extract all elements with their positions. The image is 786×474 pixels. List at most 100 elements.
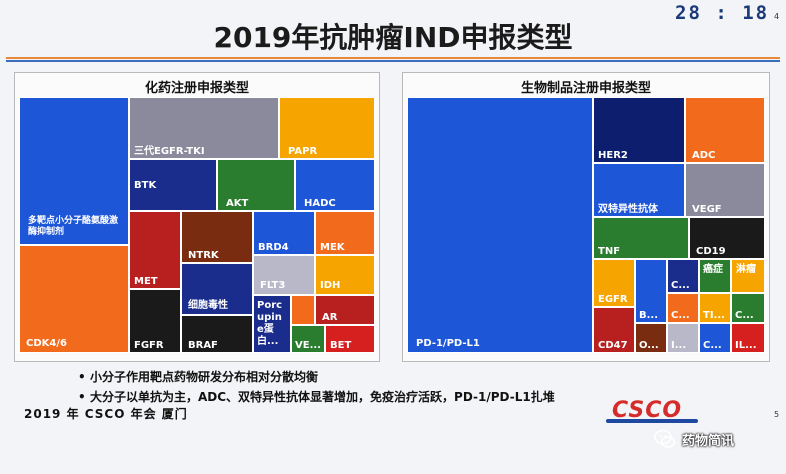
treemap-tile-b: B... bbox=[635, 259, 667, 323]
tile-label: IDH bbox=[320, 280, 341, 291]
csco-logo: CSCO bbox=[612, 398, 683, 423]
tile-label: BTK bbox=[134, 180, 157, 191]
tile-label: VE... bbox=[295, 340, 321, 351]
tile-label: IL... bbox=[735, 340, 757, 351]
tile-label: FGFR bbox=[134, 340, 164, 351]
treemap-tile-il: IL... bbox=[731, 323, 765, 353]
tile-label: 淋瘤 bbox=[736, 264, 756, 275]
treemap-tile-cd47: CD47 bbox=[593, 307, 635, 353]
tile-label: BRD4 bbox=[258, 242, 289, 253]
tile-label: ADC bbox=[692, 150, 716, 161]
bullet-dot-icon: • bbox=[78, 370, 86, 384]
treemap-tile-egfr: EGFR bbox=[593, 259, 635, 307]
tile-label: O... bbox=[639, 340, 659, 351]
treemap-tile-mek: MEK bbox=[315, 211, 375, 255]
tile-label: C... bbox=[735, 310, 754, 321]
tile-label: CD19 bbox=[696, 246, 726, 257]
treemap-tile-egfr-tki: 三代EGFR-TKI bbox=[129, 97, 279, 159]
treemap-tile-vegf: VEGF bbox=[685, 163, 765, 217]
page-corner-number-top: 4 bbox=[774, 12, 780, 21]
bullet-text: 大分子以单抗为主，ADC、双特异性抗体显著增加，免疫治疗活跃，PD-1/PD-L… bbox=[90, 390, 555, 404]
bullet-2: • 大分子以单抗为主，ADC、双特异性抗体显著增加，免疫治疗活跃，PD-1/PD-… bbox=[78, 388, 555, 405]
treemap-tile-porcupine: Porc upin e蛋白... bbox=[253, 295, 291, 353]
treemap-tile-vegf: VE... bbox=[291, 325, 325, 353]
treemap-tile-pd1-pdl1: PD-1/PD-L1 bbox=[407, 97, 593, 353]
tile-label: VEGF bbox=[692, 204, 722, 215]
tile-label: BRAF bbox=[188, 340, 218, 351]
page-corner-number-bottom: 5 bbox=[774, 410, 780, 419]
tile-label: CDK4/6 bbox=[26, 338, 67, 349]
tile-label: 多靶点小分子酪氨酸激酶抑制剂 bbox=[28, 216, 119, 237]
tile-label: TI... bbox=[703, 310, 725, 321]
tile-label: CD47 bbox=[598, 340, 628, 351]
tile-label: TNF bbox=[598, 246, 621, 257]
treemap-tile-ar: AR bbox=[315, 295, 375, 325]
treemap-tile-c4: C... bbox=[699, 323, 731, 353]
tile-label: Porc upin e蛋白... bbox=[257, 300, 283, 347]
treemap-tile-ti: TI... bbox=[699, 293, 731, 323]
tile-label: 三代EGFR-TKI bbox=[134, 146, 205, 157]
title-divider-blue bbox=[6, 60, 780, 62]
treemap-tile-cytotoxic: 细胞毒性 bbox=[181, 263, 253, 315]
tile-label: AR bbox=[322, 312, 338, 323]
csco-logo-swoosh bbox=[606, 419, 698, 423]
page-title: 2019年抗肿瘤IND申报类型 bbox=[213, 21, 573, 54]
treemap-tile-multi-target-tki: 多靶点小分子酪氨酸激酶抑制剂 bbox=[19, 97, 129, 245]
tile-label: NTRK bbox=[188, 250, 219, 261]
footer-text: 2019 年 CSCO 年会 厦门 bbox=[24, 407, 188, 421]
tile-label: I... bbox=[671, 340, 687, 351]
treemap-tile-spacer bbox=[291, 295, 315, 325]
tile-label: PD-1/PD-L1 bbox=[416, 338, 480, 349]
tile-label: AKT bbox=[226, 198, 249, 209]
tile-label: MET bbox=[134, 276, 158, 287]
tile-label: 双特异性抗体 bbox=[598, 204, 658, 215]
tile-label: C... bbox=[671, 310, 690, 321]
right-panel-title: 生物制品注册申报类型 bbox=[520, 81, 651, 96]
tile-label: EGFR bbox=[598, 294, 628, 305]
tile-label: BET bbox=[330, 340, 352, 351]
treemap-tile-met: MET bbox=[129, 211, 181, 289]
tile-label: B... bbox=[639, 310, 659, 321]
treemap-tile-cd19: CD19 bbox=[689, 217, 765, 259]
treemap-tile-lymphoma: 淋瘤 bbox=[731, 259, 765, 293]
treemap-tile-fgfr: FGFR bbox=[129, 289, 181, 353]
treemap-tile-flt3: FLT3 bbox=[253, 255, 315, 295]
treemap-tile-i: I... bbox=[667, 323, 699, 353]
bullet-dot-icon: • bbox=[78, 390, 86, 404]
treemap-tile-adc: ADC bbox=[685, 97, 765, 163]
right-treemap-panel: 生物制品注册申报类型 PD-1/PD-L1 HER2 ADC 双特异性抗体 VE… bbox=[402, 72, 770, 362]
tile-label: 癌症 bbox=[703, 264, 723, 275]
left-panel-title: 化药注册申报类型 bbox=[144, 81, 249, 96]
treemap-tile-c3: C... bbox=[731, 293, 765, 323]
treemap-tile-c1: C... bbox=[667, 259, 699, 293]
treemap-tile-akt: AKT bbox=[217, 159, 295, 211]
tile-label: C... bbox=[671, 280, 690, 291]
treemap-tile-cancer: 癌症 bbox=[699, 259, 731, 293]
treemap-tile-btk: BTK bbox=[129, 159, 217, 211]
treemap-tile-tnf: TNF bbox=[593, 217, 689, 259]
title-divider-orange bbox=[6, 57, 780, 59]
wechat-icon bbox=[654, 429, 676, 448]
treemap-tile-o: O... bbox=[635, 323, 667, 353]
left-treemap-panel: 化药注册申报类型 多靶点小分子酪氨酸激酶抑制剂 CDK4/6 三代EGFR-TK… bbox=[14, 72, 380, 362]
tile-label: PAPR bbox=[288, 146, 318, 157]
tile-label: FLT3 bbox=[260, 280, 286, 291]
tile-label: C... bbox=[703, 340, 722, 351]
tile-label: MEK bbox=[320, 242, 345, 253]
timer: 28 : 18 bbox=[675, 2, 770, 24]
treemap-tile-c2: C... bbox=[667, 293, 699, 323]
treemap-tile-ntrk: NTRK bbox=[181, 211, 253, 263]
bullet-1: • 小分子作用靶点药物研发分布相对分散均衡 bbox=[78, 368, 318, 385]
treemap-tile-brd4: BRD4 bbox=[253, 211, 315, 255]
tile-label: 细胞毒性 bbox=[188, 300, 228, 311]
bullet-text: 小分子作用靶点药物研发分布相对分散均衡 bbox=[90, 370, 319, 384]
treemap-tile-cdk46: CDK4/6 bbox=[19, 245, 129, 353]
treemap-tile-hadc: HADC bbox=[295, 159, 375, 211]
treemap-tile-braf: BRAF bbox=[181, 315, 253, 353]
treemap-tile-idh: IDH bbox=[315, 255, 375, 295]
treemap-tile-papr: PAPR bbox=[279, 97, 375, 159]
treemap-tile-bispecific: 双特异性抗体 bbox=[593, 163, 685, 217]
tile-label: HER2 bbox=[598, 150, 628, 161]
treemap-tile-bet: BET bbox=[325, 325, 375, 353]
brand-text: 药物简讯 bbox=[682, 434, 735, 449]
